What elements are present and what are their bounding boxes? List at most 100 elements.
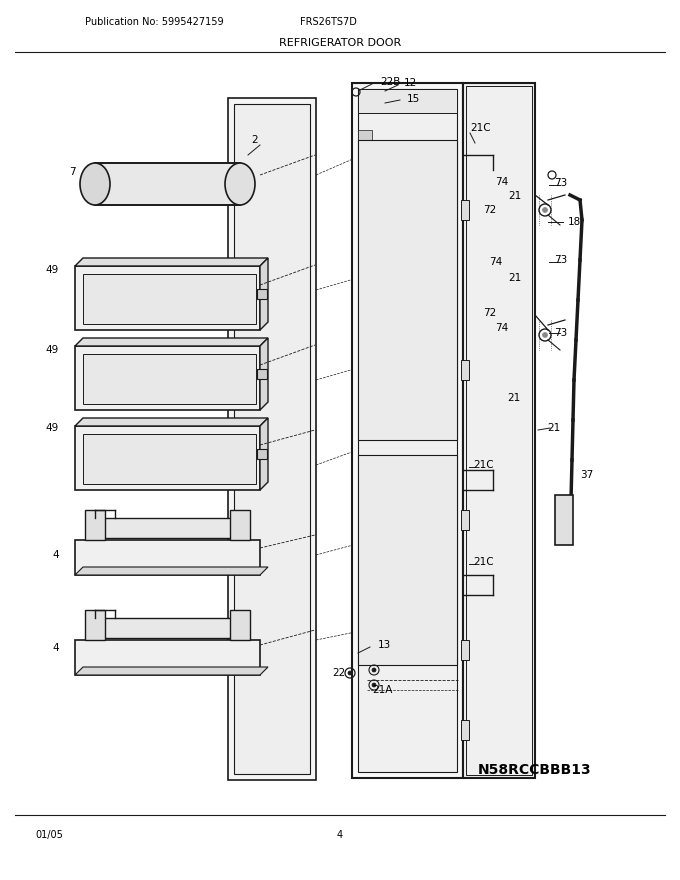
Polygon shape [85,510,105,540]
Text: 18: 18 [568,217,581,227]
Bar [461,640,469,660]
Polygon shape [358,310,372,320]
Text: 21C: 21C [470,123,491,133]
Text: 13: 13 [378,640,391,650]
Polygon shape [75,266,260,330]
Text: FRS26TS7D: FRS26TS7D [300,17,357,27]
Polygon shape [358,346,372,356]
Polygon shape [83,434,256,484]
Polygon shape [358,256,372,266]
Polygon shape [358,238,372,248]
Polygon shape [75,540,260,575]
Text: Publication No: 5995427159: Publication No: 5995427159 [85,17,224,27]
Polygon shape [358,202,372,212]
Text: 73: 73 [554,178,567,188]
Text: REFRIGERATOR DOOR: REFRIGERATOR DOOR [279,38,401,48]
Text: 15: 15 [407,94,420,104]
Polygon shape [358,382,372,392]
Bar [257,449,267,459]
Polygon shape [75,640,260,675]
Polygon shape [75,418,268,426]
Bar [95,163,240,205]
Text: 21C: 21C [473,557,494,567]
Polygon shape [358,220,372,230]
Polygon shape [228,98,316,780]
Text: 22B: 22B [380,77,401,87]
Polygon shape [358,89,457,113]
Polygon shape [260,258,268,330]
Text: 4: 4 [52,643,59,653]
Text: 21: 21 [508,273,522,283]
Circle shape [543,333,547,338]
Text: N58RCCBBB13: N58RCCBBB13 [478,763,592,777]
Polygon shape [260,338,268,410]
Polygon shape [463,83,535,778]
Polygon shape [75,338,268,346]
Polygon shape [358,89,457,772]
Text: 01/05: 01/05 [35,830,63,840]
Text: 4: 4 [52,550,59,560]
Polygon shape [352,83,463,778]
Polygon shape [234,104,310,774]
Text: 49: 49 [46,345,59,355]
Polygon shape [358,400,372,410]
Polygon shape [90,618,245,638]
Ellipse shape [225,163,255,205]
Circle shape [372,668,376,672]
Polygon shape [75,667,268,675]
Text: 49: 49 [46,265,59,275]
Polygon shape [358,130,372,140]
Bar [257,369,267,379]
Polygon shape [260,418,268,490]
Text: 74: 74 [495,177,508,187]
Polygon shape [358,418,372,428]
Polygon shape [230,510,250,540]
Text: 73: 73 [554,255,567,265]
Polygon shape [83,274,256,324]
Polygon shape [85,610,105,640]
Polygon shape [75,426,260,490]
Circle shape [543,208,547,212]
Polygon shape [358,166,372,176]
Text: 49: 49 [46,423,59,433]
Circle shape [348,671,352,675]
Polygon shape [358,148,372,158]
Ellipse shape [80,163,110,205]
Text: 74: 74 [495,323,508,333]
Bar [461,360,469,380]
Polygon shape [358,140,457,440]
Polygon shape [358,328,372,338]
Text: 7: 7 [69,167,75,177]
Polygon shape [83,354,256,404]
Text: 37: 37 [580,470,593,480]
Text: 12: 12 [404,78,418,88]
Polygon shape [90,518,245,538]
Text: 21A: 21A [372,685,392,695]
Polygon shape [75,346,260,410]
Bar [461,200,469,220]
Text: 72: 72 [483,308,496,318]
Circle shape [372,683,376,687]
Text: 74: 74 [489,257,503,267]
Polygon shape [358,364,372,374]
Polygon shape [75,567,268,575]
Polygon shape [230,610,250,640]
Bar [257,289,267,299]
Text: 22: 22 [333,668,346,678]
Text: 21: 21 [507,393,520,403]
Bar [461,720,469,740]
Text: 72: 72 [483,205,496,215]
Polygon shape [358,292,372,302]
Text: 73: 73 [554,328,567,338]
Polygon shape [358,274,372,284]
Bar [461,510,469,530]
Bar [555,495,573,545]
Polygon shape [358,455,457,665]
Polygon shape [75,258,268,266]
Polygon shape [358,184,372,194]
Text: 4: 4 [337,830,343,840]
Text: 2: 2 [252,135,258,145]
Text: 21: 21 [508,191,522,201]
Text: 21C: 21C [473,460,494,470]
Text: 21: 21 [547,423,560,433]
